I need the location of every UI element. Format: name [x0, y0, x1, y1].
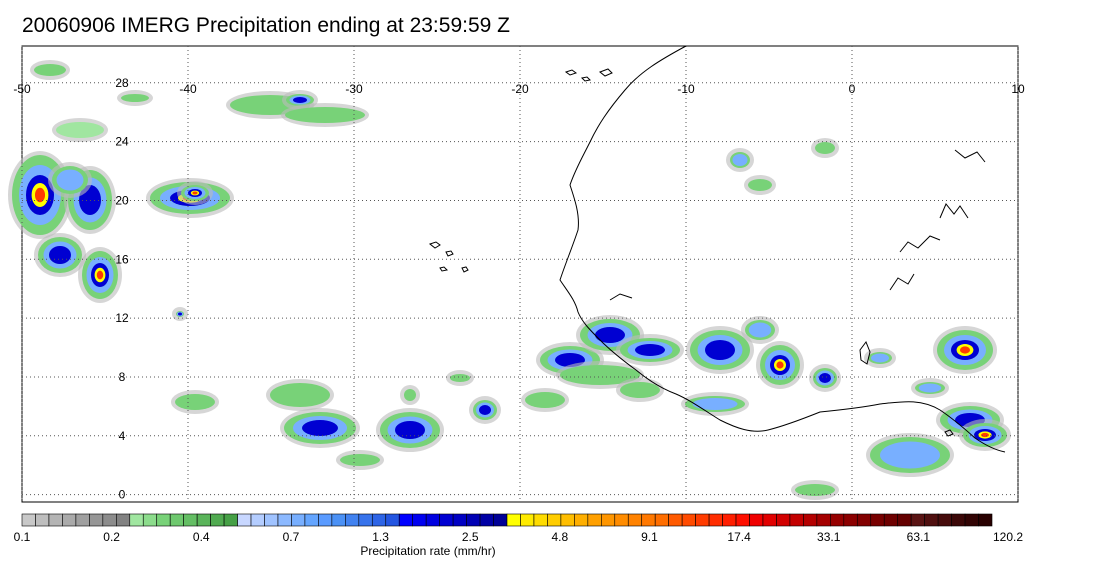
colorbar-tick-label: 2.5 [462, 530, 479, 544]
precip-cell [556, 361, 644, 389]
map-title: 20060906 IMERG Precipitation ending at 2… [22, 14, 510, 37]
lat-label: 12 [115, 311, 129, 325]
precip-cell [756, 341, 804, 389]
precip-cell [48, 162, 92, 198]
island-cape-verde-4 [439, 266, 449, 272]
lat-label: 8 [119, 370, 126, 384]
precip-cell [866, 433, 954, 477]
precipitation-map: -50 -40 -30 -20 -10 0 10 0 4 8 12 16 20 24 28 [8, 45, 1025, 503]
precip-cell [521, 388, 569, 412]
precip-cell [30, 60, 70, 80]
river-niger-1 [899, 235, 941, 253]
precip-cell [616, 378, 664, 402]
colorbar-tick-label: 63.1 [907, 530, 931, 544]
precip-cell [171, 390, 219, 414]
island-cape-verde-1 [428, 241, 441, 249]
island-canary-3 [599, 68, 613, 77]
precip-cell [400, 385, 420, 405]
lat-label: 4 [119, 429, 126, 443]
island-bioko [944, 429, 954, 437]
colorbar-tick-label: 33.1 [817, 530, 841, 544]
precip-cell [811, 138, 839, 158]
colorbar-tick-label: 0.4 [193, 530, 210, 544]
latitude-labels: 0 4 8 12 16 20 24 28 [115, 76, 129, 502]
colorbar-tick-label: 0.1 [14, 530, 31, 544]
precip-cell [726, 148, 754, 172]
precipitation-field [8, 60, 1011, 500]
lat-label: 28 [115, 76, 129, 90]
lat-label: 20 [115, 193, 129, 207]
precip-cell [616, 334, 684, 366]
lon-label: -10 [677, 82, 695, 96]
lon-label: 10 [1011, 82, 1025, 96]
west-africa-coast [559, 45, 1006, 453]
colorbar-tick-label: 120.2 [993, 530, 1023, 544]
precip-cell [78, 247, 122, 303]
precip-cell [686, 326, 754, 374]
precip-cell [34, 233, 86, 277]
lon-label: -30 [345, 82, 363, 96]
precip-cell [741, 316, 779, 344]
lon-label: -40 [179, 82, 197, 96]
precip-cell [177, 181, 213, 205]
precip-cell [681, 392, 749, 416]
island-canary-2 [580, 76, 592, 82]
colorbar-label: Precipitation rate (mm/hr) [360, 544, 495, 558]
river-senegal [609, 293, 633, 301]
colorbar-tick-label: 0.2 [103, 530, 120, 544]
longitude-labels: -50 -40 -30 -20 -10 0 10 [13, 82, 1025, 96]
lon-label: -20 [511, 82, 529, 96]
colorbar-tick-label: 4.8 [551, 530, 568, 544]
precip-cell [281, 103, 369, 127]
colorbar-tick-label: 1.3 [372, 530, 389, 544]
precip-cell [266, 379, 334, 411]
precip-cell [809, 364, 841, 392]
precip-cell [117, 90, 153, 106]
precip-cell [376, 408, 444, 452]
precip-cell [52, 118, 108, 142]
colorbar-tick-label: 9.1 [641, 530, 658, 544]
precip-cell [911, 378, 949, 398]
colorbar-tick-label: 0.7 [283, 530, 300, 544]
lat-label: 0 [119, 488, 126, 502]
colorbar-tick-labels: 0.1 0.2 0.4 0.7 1.3 2.5 4.8 9.1 17.4 33.1 63.1 120.… [14, 530, 1024, 544]
lon-label: -50 [13, 82, 31, 96]
lake-volta [859, 340, 871, 365]
lat-label: 24 [115, 135, 129, 149]
colorbar-tick-label: 17.4 [727, 530, 751, 544]
precip-cell [959, 419, 1011, 451]
river-niger-2 [939, 203, 969, 219]
coastline [428, 45, 1006, 453]
island-canary-1 [564, 69, 578, 76]
precip-cell [282, 90, 318, 110]
precip-cell [336, 450, 384, 470]
precip-cell [791, 480, 839, 500]
island-cape-verde-2 [445, 250, 454, 257]
island-cape-verde-3 [461, 266, 469, 273]
lat-lon-grid [21, 46, 1019, 502]
precip-cell [864, 348, 896, 368]
precip-cell [446, 370, 474, 386]
precip-cell [280, 408, 360, 448]
precip-cell [172, 307, 188, 321]
river-inland-2 [889, 273, 915, 291]
river-inland-1 [954, 149, 986, 163]
precip-cell [469, 396, 501, 424]
precip-cell [933, 326, 997, 374]
lon-label: 0 [849, 82, 856, 96]
precip-cell [744, 175, 776, 195]
lat-label: 16 [115, 252, 129, 266]
